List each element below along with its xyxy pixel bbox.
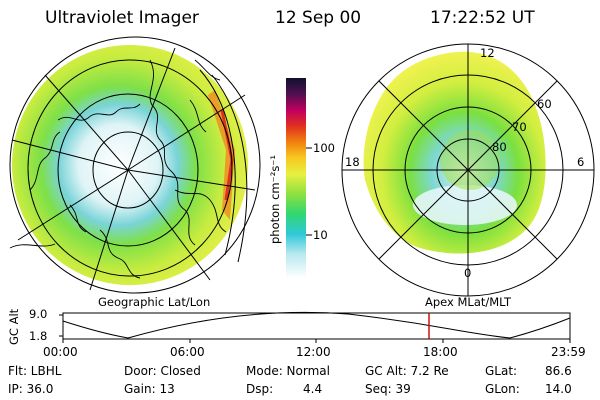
dsp-value: 4.4 [303, 382, 323, 396]
filter-info: Flt: LBHL [8, 364, 62, 378]
image-time: 17:22:52 UT [430, 8, 535, 28]
gc-altitude-info: GC Alt: 7.2 Re [365, 364, 449, 378]
mlat-label-70: 70 [512, 120, 527, 134]
altitude-tick-1-8: 1.8 [29, 329, 48, 343]
glon-value: 14.0 [545, 382, 572, 396]
mlt-label-0: 0 [464, 266, 472, 280]
left-panel-label: Geographic Lat/Lon [98, 295, 211, 309]
right-panel-label: Apex MLat/MLT [425, 295, 512, 309]
colorbar-tick-10: 10 [313, 228, 328, 242]
dsp-label: Dsp: [246, 382, 274, 396]
time-tick-18: 18:00 [423, 345, 458, 359]
mlat-label-80: 80 [492, 140, 507, 154]
glat-label: GLat: [485, 364, 518, 378]
mlt-label-6: 6 [577, 155, 585, 169]
image-date: 12 Sep 00 [275, 8, 362, 28]
mlt-label-12: 12 [480, 46, 495, 60]
glat-value: 86.6 [545, 364, 572, 378]
instrument-title: Ultraviolet Imager [45, 8, 199, 28]
ip-info: IP: 36.0 [8, 382, 54, 396]
colorbar-unit-label: photon cm⁻²s⁻¹ [268, 155, 282, 244]
mlat-label-60: 60 [537, 97, 552, 111]
intensity-colorbar [286, 78, 312, 278]
geographic-map [9, 36, 261, 294]
sequence-info: Seq: 39 [365, 382, 411, 396]
altitude-track-plot [59, 311, 571, 343]
mlt-label-18: 18 [345, 155, 360, 169]
time-tick-12: 12:00 [296, 345, 331, 359]
glon-label: GLon: [485, 382, 520, 396]
gain-info: Gain: 13 [124, 382, 175, 396]
colorbar-tick-100: 100 [313, 141, 335, 155]
polar-mlat-mlt-map [341, 43, 595, 297]
altitude-tick-9: 9.0 [29, 307, 48, 321]
door-info: Door: Closed [124, 364, 201, 378]
time-tick-00: 00:00 [43, 345, 78, 359]
altitude-axis-label: GC Alt [7, 308, 21, 345]
time-tick-06: 06:00 [170, 345, 205, 359]
mode-info: Mode: Normal [246, 364, 330, 378]
time-tick-2359: 23:59 [551, 345, 586, 359]
